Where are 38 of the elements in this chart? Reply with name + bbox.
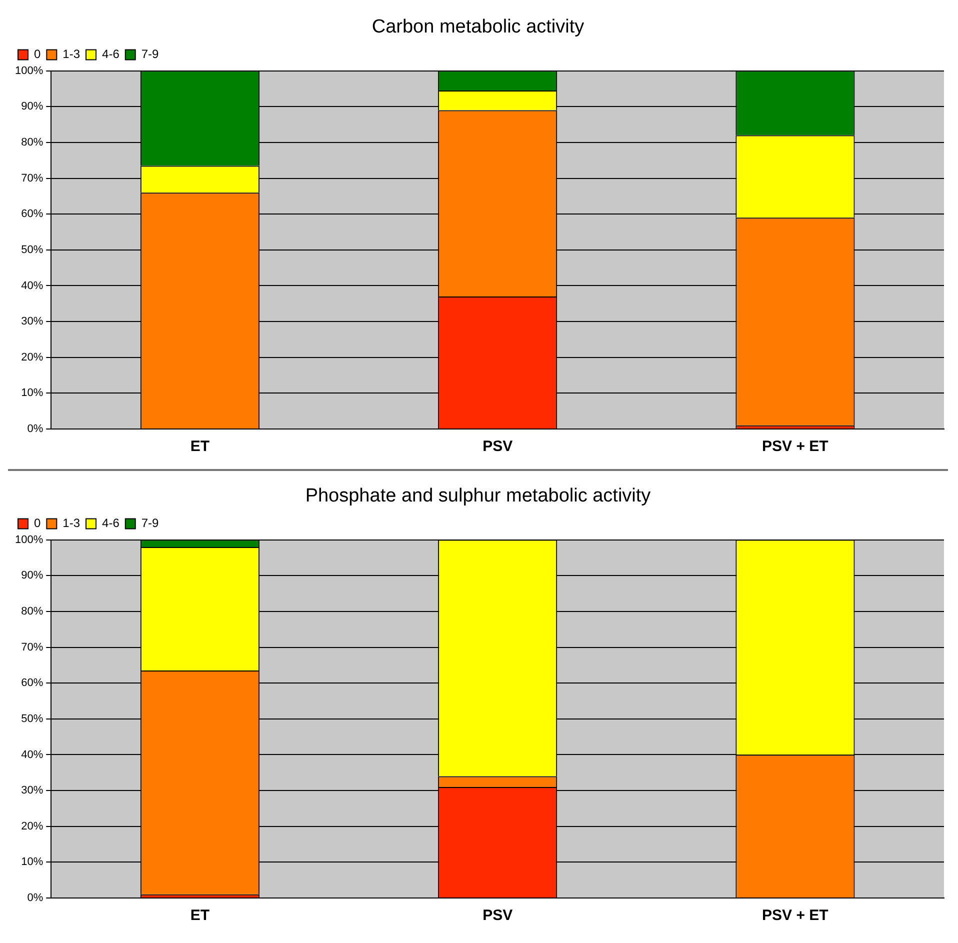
legend-label: 0 (34, 47, 41, 62)
y-tick-label: 80% (21, 136, 44, 148)
y-tick-label: 100% (14, 64, 44, 77)
y-tick-label: 20% (21, 351, 44, 364)
y-tick-label: 20% (21, 820, 44, 832)
legend-label: 7-9 (141, 516, 160, 530)
legend-label: 4-6 (102, 47, 120, 62)
y-tick-label: 50% (21, 244, 44, 256)
y-tick-label: 60% (21, 208, 44, 220)
legend-label: 0 (34, 516, 41, 530)
y-tick-label: 40% (21, 748, 44, 761)
y-tick-label: 10% (21, 856, 44, 868)
x-tick-label: PSV (482, 907, 513, 924)
x-tick-label: ET (190, 907, 210, 924)
legend-label: 4-6 (102, 516, 120, 530)
x-tick-label: PSV (482, 438, 513, 456)
y-tick-label: 80% (21, 605, 44, 618)
x-tick-label: PSV + ET (762, 907, 828, 924)
x-tick-label: ET (190, 438, 210, 456)
legend-label: 1-3 (62, 516, 80, 530)
y-tick-label: 10% (21, 387, 44, 400)
y-tick-label: 40% (21, 280, 44, 292)
chart-title: Phosphate and sulphur metabolic activity (305, 486, 652, 507)
y-tick-label: 0% (27, 423, 44, 436)
chart-title: Carbon metabolic activity (372, 16, 585, 38)
y-tick-label: 30% (21, 784, 44, 797)
y-tick-label: 70% (21, 641, 44, 654)
legend-label: 7-9 (141, 47, 160, 62)
y-tick-label: 50% (21, 712, 44, 725)
y-tick-label: 90% (21, 100, 44, 113)
y-tick-label: 90% (21, 570, 44, 582)
y-tick-label: 70% (21, 172, 44, 184)
x-tick-label: PSV + ET (762, 438, 828, 456)
y-tick-label: 60% (21, 677, 44, 690)
y-tick-label: 30% (21, 316, 44, 328)
legend-label: 1-3 (62, 47, 80, 62)
y-tick-label: 0% (27, 892, 44, 904)
y-tick-label: 100% (14, 534, 44, 546)
